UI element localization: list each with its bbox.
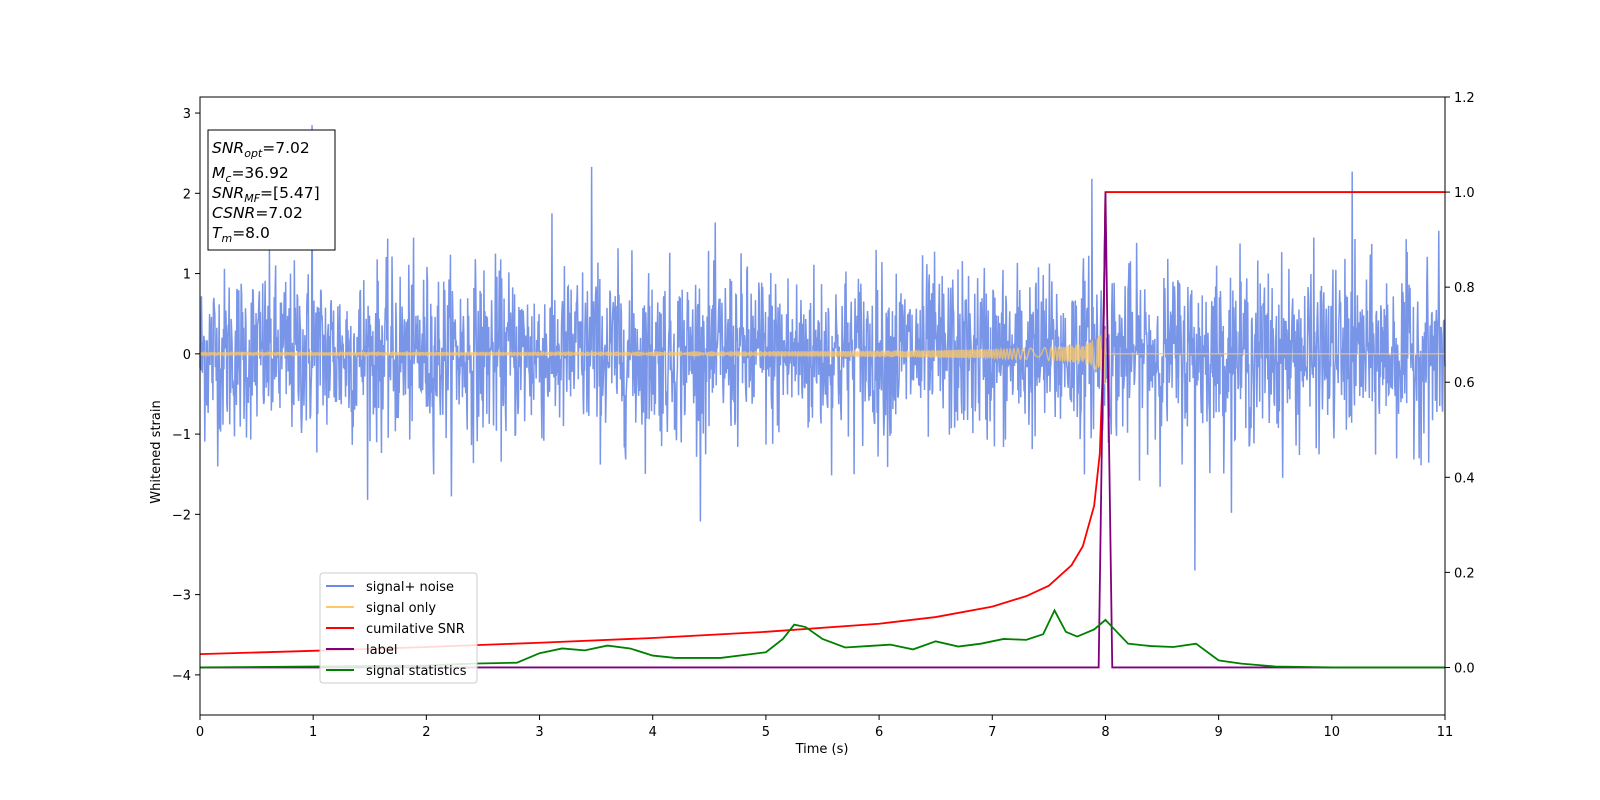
plot-frame [199, 96, 1446, 716]
series-signal-noise [199, 125, 1446, 571]
info-box: SNRopt=7.02 Mc=36.92 SNRMF=[5.47] CSNR=7… [207, 129, 336, 251]
x-tick-label: 0 [196, 725, 204, 740]
series-signal-statistics [199, 608, 1445, 669]
x-tick-label: 6 [875, 725, 883, 740]
y-right-tick-label: 0.0 [1454, 661, 1475, 676]
y-left-tick-label: 1 [183, 268, 191, 283]
x-axis-label: Time (s) [795, 742, 849, 757]
info-tm: Tm=8.0 [212, 224, 270, 245]
y-right-tick-label: 1.2 [1454, 91, 1475, 106]
x-tick-label: 8 [1101, 725, 1109, 740]
y-left-tick-label: 3 [183, 107, 191, 122]
x-tick-label: 4 [649, 725, 657, 740]
y-left-tick-label: −3 [172, 589, 191, 604]
x-tick-label: 2 [422, 725, 430, 740]
x-tick-label: 11 [1437, 725, 1454, 740]
legend-entry-label: signal+ noise [366, 580, 454, 595]
info-csnr: CSNR=7.02 [212, 204, 303, 222]
y-left-tick-label: −1 [172, 428, 191, 443]
y-axis-label: Whitened strain [149, 400, 164, 503]
y-right-tick-label: 0.6 [1454, 376, 1475, 391]
y-left-tick-label: −2 [172, 508, 191, 523]
x-tick-label: 1 [309, 725, 317, 740]
legend-entry-label: cumilative SNR [366, 622, 465, 637]
y-right-tick-label: 0.4 [1454, 471, 1475, 486]
y-right-tick-label: 0.2 [1454, 566, 1475, 581]
y-axis-left: 3 2 1 0 −1 −2 −3 −4 [172, 107, 200, 684]
legend-entry-label: label [366, 643, 397, 658]
info-snr-opt: SNRopt=7.02 [212, 139, 310, 160]
series-label [200, 192, 1445, 669]
y-left-tick-label: −4 [172, 669, 191, 684]
plot-area [199, 96, 1446, 716]
x-tick-label: 5 [762, 725, 770, 740]
x-axis: 0 1 2 3 4 5 6 7 8 9 10 11 [196, 715, 1453, 740]
y-axis-right: 1.2 1.0 0.8 0.6 0.4 0.2 0.0 [1445, 91, 1475, 676]
y-left-tick-label: 2 [183, 187, 191, 202]
legend-entry-label: signal statistics [366, 664, 467, 679]
x-tick-label: 7 [988, 725, 996, 740]
info-snr-mf: SNRMF=[5.47] [212, 184, 320, 205]
x-tick-label: 3 [535, 725, 543, 740]
info-mc: Mc=36.92 [212, 164, 289, 185]
series-signal-only [199, 329, 1445, 385]
x-tick-label: 10 [1324, 725, 1341, 740]
legend-entry-label: signal only [366, 601, 436, 616]
y-left-tick-label: 0 [183, 348, 191, 363]
x-tick-label: 9 [1214, 725, 1222, 740]
y-right-tick-label: 0.8 [1454, 281, 1475, 296]
legend: signal+ noise signal only cumilative SNR la… [319, 572, 478, 684]
y-right-tick-label: 1.0 [1454, 186, 1475, 201]
